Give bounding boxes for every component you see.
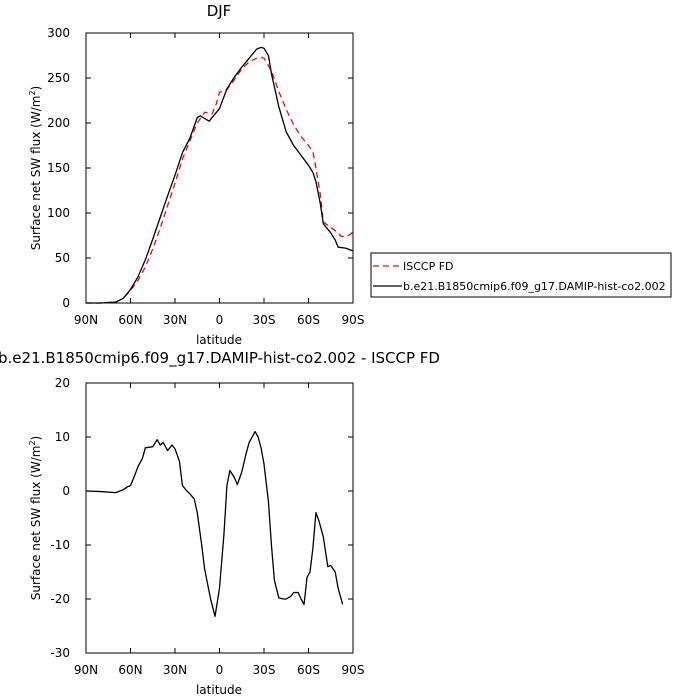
bottom-plot-frame [85,382,354,654]
bottom-y-axis: -30 -20 -10 0 10 20 [50,376,353,660]
bottom-x-tick-label: 0 [216,663,224,677]
top-series-line-1 [86,46,354,304]
top-x-tick-label: 90N [74,313,98,327]
bottom-x-tick-label: 30S [253,663,276,677]
top-y-axis: 0 50 100 150 200 250 300 [47,26,353,310]
top-x-axis-label: latitude [196,333,242,347]
bottom-x-tick-label: 90N [74,663,98,677]
legend-label-isccp: ISCCP FD [403,260,454,273]
top-x-tick-label: 0 [216,313,224,327]
bottom-y-tick-label: 20 [55,376,70,390]
top-y-tick-label: 50 [55,251,70,265]
top-y-tick-label: 250 [47,71,70,85]
top-x-axis: 90N 60N 30N 0 30S 60S 90S [74,33,365,327]
legend: ISCCP FD b.e21.B1850cmip6.f09_g17.DAMIP-… [370,252,672,298]
bottom-y-tick-label: 0 [62,484,70,498]
top-y-tick-label: 300 [47,26,70,40]
top-y-tick-label: 100 [47,206,70,220]
bottom-x-tick-label: 60N [118,663,142,677]
bottom-x-tick-label: 60S [297,663,320,677]
bottom-x-axis-label: latitude [196,683,242,697]
bottom-y-tick-label: -20 [50,592,70,606]
top-x-tick-label: 60N [118,313,142,327]
top-x-tick-label: 90S [342,313,365,327]
bottom-series-lines [85,430,344,617]
bottom-y-tick-label: -10 [50,538,70,552]
top-x-tick-label: 60S [297,313,320,327]
top-chart-title: DJF [207,2,232,20]
bottom-x-axis: 90N 60N 30N 0 30S 60S 90S [74,383,365,677]
bottom-x-tick-label: 30N [163,663,187,677]
bottom-y-axis-label: Surface net SW flux (W/m2) [28,436,43,600]
bottom-panel: b.e21.B1850cmip6.f09_g17.DAMIP-hist-co2.… [0,349,440,697]
top-y-axis-label: Surface net SW flux (W/m2) [28,86,43,250]
top-x-tick-label: 30S [253,313,276,327]
top-plot-frame [85,32,354,304]
bottom-x-tick-label: 90S [342,663,365,677]
legend-label-model: b.e21.B1850cmip6.f09_g17.DAMIP-hist-co2.… [403,280,666,293]
bottom-chart-title: b.e21.B1850cmip6.f09_g17.DAMIP-hist-co2.… [0,349,440,368]
top-y-tick-label: 200 [47,116,70,130]
top-series-line-0 [86,56,354,304]
top-y-tick-label: 150 [47,161,70,175]
bottom-y-tick-label: 10 [55,430,70,444]
bottom-y-tick-label: -30 [50,646,70,660]
top-x-tick-label: 30N [163,313,187,327]
top-panel: DJF 90N 60N 30N 0 30S 60S 90S 0 50 100 150 200 250 3… [28,2,672,347]
top-y-tick-label: 0 [62,296,70,310]
top-series-lines [86,46,354,304]
legend-box [370,252,672,298]
bottom-series-line-0 [85,430,344,617]
